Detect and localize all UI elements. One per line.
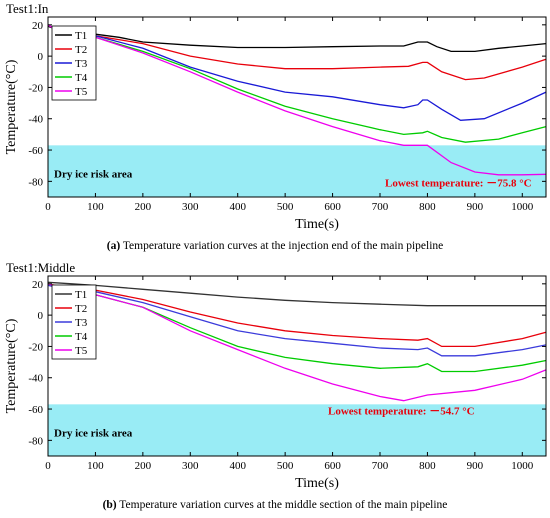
chart-1-x-tick-label-0: 0 — [45, 460, 51, 472]
chart-1-legend-label-t5: T5 — [75, 345, 88, 357]
chart-0-legend-label-t5: T5 — [75, 86, 88, 98]
chart-1-x-tick-label-7: 700 — [372, 460, 389, 472]
chart-1-x-tick-label-2: 200 — [135, 460, 152, 472]
chart-1-x-tick-label-4: 400 — [229, 460, 246, 472]
chart-0-series-line-t4 — [47, 24, 547, 143]
chart-0-y-tick-label-4: -60 — [28, 145, 43, 157]
chart-1-x-tick-label-1: 100 — [87, 460, 104, 472]
chart-0-legend-label-t4: T4 — [75, 72, 88, 84]
chart-0-y-tick-label-5: -80 — [28, 176, 43, 188]
chart-0-x-tick-label-8: 800 — [419, 201, 436, 213]
chart-1-y-tick-label-3: -40 — [28, 373, 43, 385]
chart-1-series-line-t4 — [47, 283, 547, 373]
chart-1-y-axis-label: Temperature(°C) — [4, 318, 19, 413]
chart-1-y-tick-label-0: 20 — [32, 279, 44, 291]
chart-0-y-tick-label-1: 0 — [38, 51, 44, 63]
chart-1-title: Test1:Middle — [6, 260, 75, 275]
chart-0-legend-label-t2: T2 — [75, 44, 87, 56]
chart-0-x-tick-label-3: 300 — [182, 201, 199, 213]
chart-panel-b: Test1:Middle Dry ice risk area 20 0 -20 -40 -6… — [0, 259, 550, 518]
chart-0-risk-area-label: Dry ice risk area — [54, 169, 133, 181]
chart-0-legend-label-t3: T3 — [75, 58, 88, 70]
chart-0-series-line-t2 — [47, 24, 547, 81]
chart-1-y-tick-label-2: -20 — [28, 341, 43, 353]
chart-0-plot-frame — [47, 16, 547, 198]
chart-1-risk-area — [48, 404, 546, 456]
chart-panel-a: Test1:In Dry ice risk area 20 0 -20 -40 -60 -80… — [0, 1, 550, 252]
chart-0-y-axis-label: Temperature(°C) — [4, 59, 19, 154]
chart-0-x-tick-label-2: 200 — [135, 201, 152, 213]
caption-a-text: Temperature variation curves at the inje… — [120, 240, 444, 252]
chart-1-plot-frame — [47, 275, 547, 457]
chart-0-series-line-t1 — [47, 25, 547, 53]
chart-1-x-tick-label-5: 500 — [277, 460, 294, 472]
caption-a-label: (a) — [106, 240, 121, 252]
chart-1-series-line-t5 — [47, 283, 547, 402]
chart-0-annotation: Lowest temperature: －75.8 °C — [385, 177, 532, 189]
chart-0-y-tick-label-2: -20 — [28, 82, 43, 94]
chart-0-x-tick-label-5: 500 — [277, 201, 294, 213]
chart-0-x-tick-label-6: 600 — [324, 201, 341, 213]
chart-0-x-axis-label: Time(s) — [295, 217, 339, 232]
chart-1-x-tick-label-8: 800 — [419, 460, 436, 472]
chart-0-x-tick-label-9: 900 — [467, 201, 484, 213]
chart-1-risk-area-label: Dry ice risk area — [54, 428, 133, 440]
chart-1-x-axis-label: Time(s) — [295, 476, 339, 491]
chart-0-x-tick-label-10: 1000 — [511, 201, 534, 213]
chart-1-series-line-t2 — [47, 283, 547, 348]
chart-0-x-tick-label-1: 100 — [87, 201, 104, 213]
caption-a: (a) Temperature variation curves at the … — [0, 240, 550, 252]
caption-b: (b) Temperature variation curves at the … — [0, 499, 550, 511]
chart-1-y-tick-label-1: 0 — [38, 310, 44, 322]
chart-0-risk-area — [48, 145, 546, 197]
caption-b-text: Temperature variation curves at the midd… — [116, 499, 448, 511]
chart-0-series-line-t5 — [47, 24, 547, 176]
chart-0-x-tick-label-7: 700 — [372, 201, 389, 213]
chart-0-y-tick-label-0: 20 — [32, 20, 44, 32]
chart-1-legend-label-t2: T2 — [75, 303, 87, 315]
chart-0-series-line-t3 — [47, 24, 547, 121]
chart-1-x-tick-label-6: 600 — [324, 460, 341, 472]
chart-1-legend-label-t4: T4 — [75, 331, 88, 343]
chart-1-legend-label-t3: T3 — [75, 317, 88, 329]
chart-1-y-tick-label-4: -60 — [28, 404, 43, 416]
chart-1-x-tick-label-3: 300 — [182, 460, 199, 472]
chart-1-y-tick-label-5: -80 — [28, 435, 43, 447]
chart-0-x-tick-label-0: 0 — [45, 201, 51, 213]
chart-1-x-tick-label-10: 1000 — [511, 460, 534, 472]
chart-0-y-tick-label-3: -40 — [28, 114, 43, 126]
chart-1-series-line-t3 — [47, 284, 547, 357]
chart-1-annotation: Lowest temperature: －54.7 °C — [328, 406, 475, 418]
chart-0-x-tick-label-4: 400 — [229, 201, 246, 213]
chart-0-title: Test1:In — [6, 1, 49, 16]
chart-1-legend-label-t1: T1 — [75, 289, 87, 301]
chart-1-x-tick-label-9: 900 — [467, 460, 484, 472]
chart-0-legend-label-t1: T1 — [75, 30, 87, 42]
caption-b-label: (b) — [102, 499, 117, 511]
